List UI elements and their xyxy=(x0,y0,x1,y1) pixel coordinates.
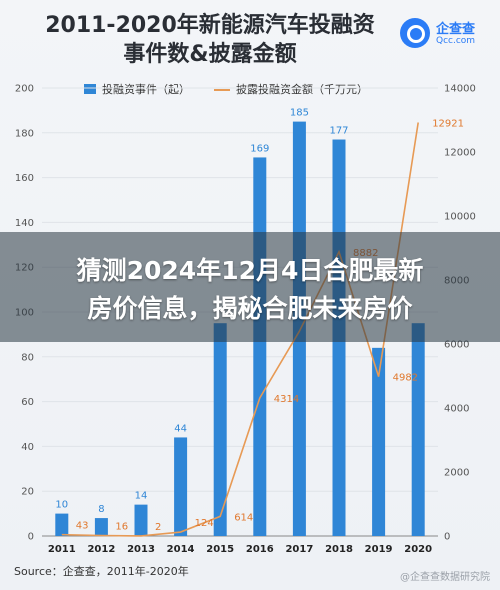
bar-data-label: 177 xyxy=(329,126,348,137)
left-axis-tick-label: 80 xyxy=(21,352,34,363)
logo-domain: Qcc.com xyxy=(436,36,476,46)
line-data-label: 16 xyxy=(115,521,128,532)
bar xyxy=(253,157,267,536)
chart-title-line2: 事件数&披露金额 xyxy=(123,42,297,67)
left-axis-tick-label: 180 xyxy=(15,128,34,139)
line-data-label: 4982 xyxy=(393,373,418,384)
left-axis-tick-label: 140 xyxy=(15,218,34,229)
headline-line2: 房价信息，揭秘合肥未来房价 xyxy=(87,294,413,323)
line-data-label: 4314 xyxy=(274,394,299,405)
line-data-label: 614 xyxy=(234,512,253,523)
bar-data-label: 10 xyxy=(55,500,68,511)
bar xyxy=(174,437,188,536)
logo-name: 企查查 xyxy=(436,22,476,37)
x-axis-tick-label: 2017 xyxy=(285,544,313,555)
left-axis-tick-label: 200 xyxy=(15,84,34,95)
chart-title-line1: 2011-2020年新能源汽车投融资 xyxy=(45,13,375,38)
right-axis-tick-label: 10000 xyxy=(444,212,476,223)
chart-legend: 投融资事件（起） 披露投融资金额（千万元） xyxy=(0,80,500,98)
bar-data-label: 169 xyxy=(250,143,269,154)
headline-banner xyxy=(0,232,500,342)
line-data-label: 124 xyxy=(195,518,214,529)
legend-bar-label: 投融资事件（起） xyxy=(102,83,190,96)
bar-data-label: 14 xyxy=(135,491,148,502)
bar xyxy=(134,504,148,536)
legend-line-swatch xyxy=(214,89,230,91)
bar xyxy=(411,323,425,536)
legend-line-label: 披露投融资金额（千万元） xyxy=(236,83,368,96)
right-axis-tick-label: 14000 xyxy=(444,84,476,95)
x-axis-tick-label: 2019 xyxy=(365,544,393,555)
qcc-logo: 企查查 Qcc.com xyxy=(400,14,486,54)
right-axis-tick-label: 0 xyxy=(444,532,450,543)
x-axis-tick-label: 2016 xyxy=(246,544,274,555)
source-note: Source：企查查，2011年-2020年 xyxy=(14,565,189,578)
right-axis-tick-label: 6000 xyxy=(444,340,469,351)
x-axis-tick-label: 2018 xyxy=(325,544,353,555)
bar xyxy=(55,513,69,536)
x-axis-tick-label: 2015 xyxy=(206,544,234,555)
bar xyxy=(94,518,108,536)
legend-bar-swatch xyxy=(84,84,96,94)
watermark: @企查查数据研究院 xyxy=(400,572,490,583)
bar xyxy=(372,347,386,536)
bar-data-label: 8 xyxy=(98,504,104,515)
bar xyxy=(213,323,227,536)
x-axis-tick-label: 2012 xyxy=(87,544,115,555)
x-axis-tick-label: 2013 xyxy=(127,544,155,555)
x-axis-tick-label: 2011 xyxy=(48,544,76,555)
left-axis-tick-label: 20 xyxy=(21,487,34,498)
left-axis-tick-label: 40 xyxy=(21,442,34,453)
bar-data-label: 185 xyxy=(290,108,309,119)
left-axis-tick-label: 60 xyxy=(21,397,34,408)
x-axis-tick-label: 2014 xyxy=(167,544,195,555)
left-axis-tick-label: 0 xyxy=(28,532,34,543)
left-axis-tick-label: 160 xyxy=(15,173,34,184)
right-axis-tick-label: 4000 xyxy=(444,404,469,415)
line-data-label: 2 xyxy=(155,522,161,533)
bar-data-label: 44 xyxy=(174,423,187,434)
line-data-label: 43 xyxy=(76,521,89,532)
headline-line1: 猜测2024年12月4日合肥最新 xyxy=(76,256,424,285)
right-axis-tick-label: 12000 xyxy=(444,148,476,159)
line-data-label: 12921 xyxy=(432,119,464,130)
magnifier-logo-icon xyxy=(400,18,430,48)
right-axis-tick-label: 2000 xyxy=(444,468,469,479)
x-axis-tick-label: 2020 xyxy=(404,544,432,555)
